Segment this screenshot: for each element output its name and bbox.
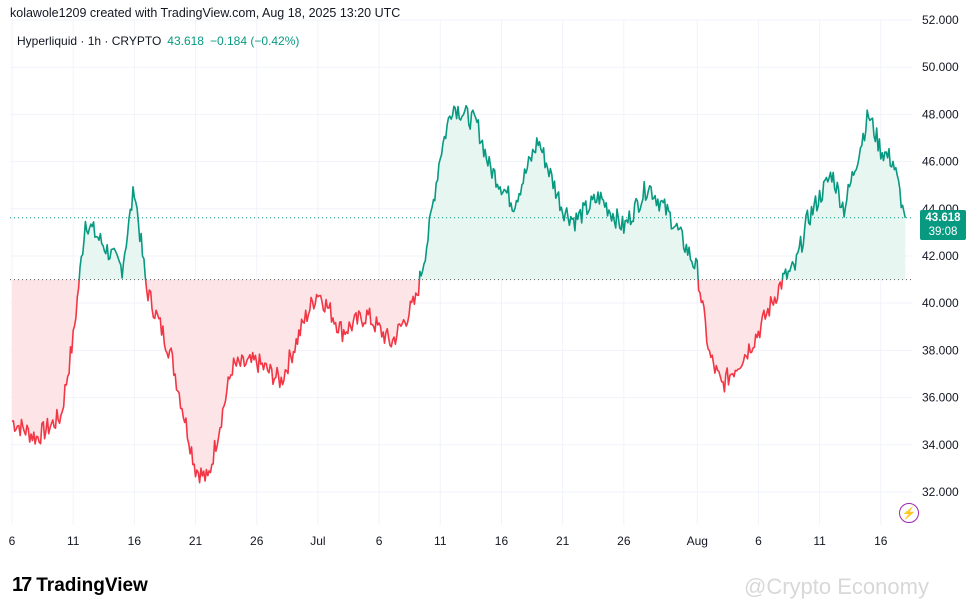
price-line [11, 104, 907, 484]
y-tick-label: 50.000 [922, 60, 959, 74]
x-tick-label: 21 [556, 534, 570, 548]
line-segment-down [697, 279, 784, 393]
tradingview-wordmark: TradingView [36, 574, 148, 596]
bar-countdown: 39:08 [928, 226, 958, 238]
symbol-legend[interactable]: Hyperliquid · 1h · CRYPTO 43.618 −0.184 … [17, 34, 299, 48]
line-segment-down [11, 279, 80, 445]
last-price-tag: 43.618 39:08 [920, 210, 966, 240]
line-segment-up [418, 104, 699, 280]
area-below-baseline [12, 279, 80, 444]
y-tick-label: 42.000 [922, 249, 959, 263]
x-tick-label: 16 [874, 534, 888, 548]
x-tick-label: 11 [434, 534, 447, 548]
x-tick-label: 11 [67, 534, 80, 548]
y-tick-label: 34.000 [922, 438, 959, 452]
legend-change: −0.184 (−0.42%) [209, 34, 300, 48]
time-axis: 6 11 16 21 26 Jul 6 11 16 21 26 Aug 6 11 16 [9, 534, 888, 548]
x-tick-label: 21 [189, 534, 203, 548]
x-tick-label: 16 [495, 534, 509, 548]
symbol-label[interactable]: Hyperliquid · 1h · CRYPTO [17, 34, 162, 48]
x-tick-label: 16 [128, 534, 142, 548]
line-segment-up [78, 186, 147, 280]
y-tick-label: 36.000 [922, 391, 959, 405]
x-tick-label: 6 [755, 534, 762, 548]
y-tick-label: 32.000 [922, 485, 959, 499]
area-below-baseline [698, 279, 783, 392]
lightning-icon[interactable]: ⚡ [899, 503, 919, 523]
x-tick-label: 6 [9, 534, 16, 548]
x-tick-label: 11 [813, 534, 826, 548]
y-tick-label: 48.000 [922, 107, 959, 121]
x-tick-label: 26 [250, 534, 264, 548]
tradingview-mark-icon: 17 [12, 574, 32, 596]
last-price-value: 43.618 [925, 212, 961, 224]
tradingview-logo[interactable]: 17 TradingView [12, 574, 148, 597]
y-tick-label: 38.000 [922, 343, 959, 357]
line-segment-down [144, 279, 421, 484]
legend-last-price: 43.618 [167, 34, 204, 48]
x-tick-label: 26 [617, 534, 631, 548]
area-above-baseline [782, 110, 906, 280]
line-segment-up [781, 109, 907, 280]
chart-areas [12, 105, 906, 483]
area-above-baseline [79, 186, 146, 280]
area-above-baseline [419, 105, 699, 280]
x-tick-label: 6 [376, 534, 383, 548]
watermark: @Crypto Economy [744, 574, 929, 599]
x-tick-label: Aug [687, 534, 708, 548]
price-axis: 32.00034.00036.00038.00040.00042.00044.0… [922, 13, 959, 499]
author-line: kolawole1209 created with TradingView.co… [10, 6, 401, 20]
x-tick-label: Jul [310, 534, 325, 548]
y-tick-label: 52.000 [922, 13, 959, 27]
y-tick-label: 46.000 [922, 155, 959, 169]
y-tick-label: 40.000 [922, 296, 959, 310]
